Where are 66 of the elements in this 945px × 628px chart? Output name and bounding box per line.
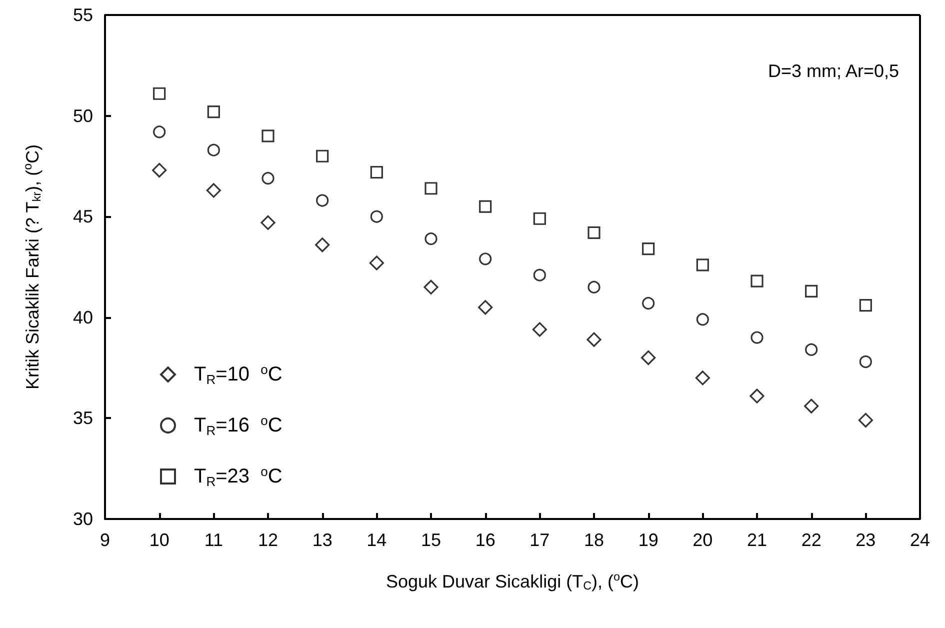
y-tick-label: 55: [72, 5, 93, 25]
point: [641, 350, 656, 366]
x-tick-label: 13: [312, 530, 332, 550]
point: [260, 215, 276, 230]
point: [750, 331, 764, 344]
point: [642, 296, 655, 310]
y-tick-label: 40: [72, 307, 93, 328]
x-tick-label: 18: [584, 530, 604, 550]
point: [424, 232, 438, 246]
point: [316, 150, 329, 162]
x-tick-label: 15: [420, 530, 442, 550]
point: [262, 130, 274, 142]
x-tick-label: 14: [366, 530, 387, 550]
x-tick-label: 17: [530, 530, 550, 550]
point: [479, 252, 492, 266]
point: [532, 322, 547, 337]
point: [859, 299, 872, 312]
point: [588, 226, 600, 240]
point: [370, 166, 383, 179]
point: [533, 268, 546, 282]
point: [424, 182, 438, 195]
y-tick-label: 45: [72, 206, 93, 227]
x-tick-label: 24: [910, 530, 930, 550]
point: [206, 183, 221, 198]
point: [262, 172, 274, 185]
point: [858, 412, 873, 428]
y-tick-label: 30: [72, 509, 93, 529]
point: [207, 144, 220, 156]
point: [805, 284, 818, 298]
point: [696, 258, 709, 272]
point: [479, 200, 492, 213]
point: [586, 332, 602, 347]
x-tick-label: 21: [746, 530, 768, 550]
point: [533, 212, 546, 225]
x-tick-label: 9: [100, 530, 110, 550]
x-tick-label: 16: [475, 530, 496, 550]
point: [696, 313, 709, 326]
x-tick-label: 10: [149, 530, 170, 550]
x-tick-label: 12: [258, 530, 278, 550]
point: [859, 355, 872, 368]
point: [804, 398, 819, 414]
point: [750, 274, 764, 288]
point: [152, 162, 167, 178]
point: [316, 194, 329, 207]
x-tick-label: 20: [692, 530, 713, 550]
point: [424, 280, 438, 294]
point: [805, 343, 818, 356]
annotation: D=3 mm; Ar=0,5: [768, 61, 900, 81]
x-tick-label: 22: [801, 530, 822, 550]
point: [695, 370, 710, 386]
point: [369, 256, 384, 270]
y-tick-label: 35: [72, 408, 93, 428]
point: [153, 126, 166, 138]
y-tick-label: 50: [72, 106, 93, 126]
point: [315, 238, 330, 252]
point: [750, 388, 764, 404]
y-axis-title: Kritik Sicaklik Farki (? Tkr), (oC): [22, 144, 44, 390]
point: [478, 300, 493, 315]
x-tick-label: 23: [856, 530, 876, 550]
point: [153, 87, 166, 100]
x-tick-label: 11: [204, 530, 224, 550]
point: [207, 105, 220, 118]
point: [370, 210, 383, 223]
point: [588, 280, 600, 294]
x-tick-label: 19: [638, 530, 658, 550]
point: [642, 242, 655, 256]
